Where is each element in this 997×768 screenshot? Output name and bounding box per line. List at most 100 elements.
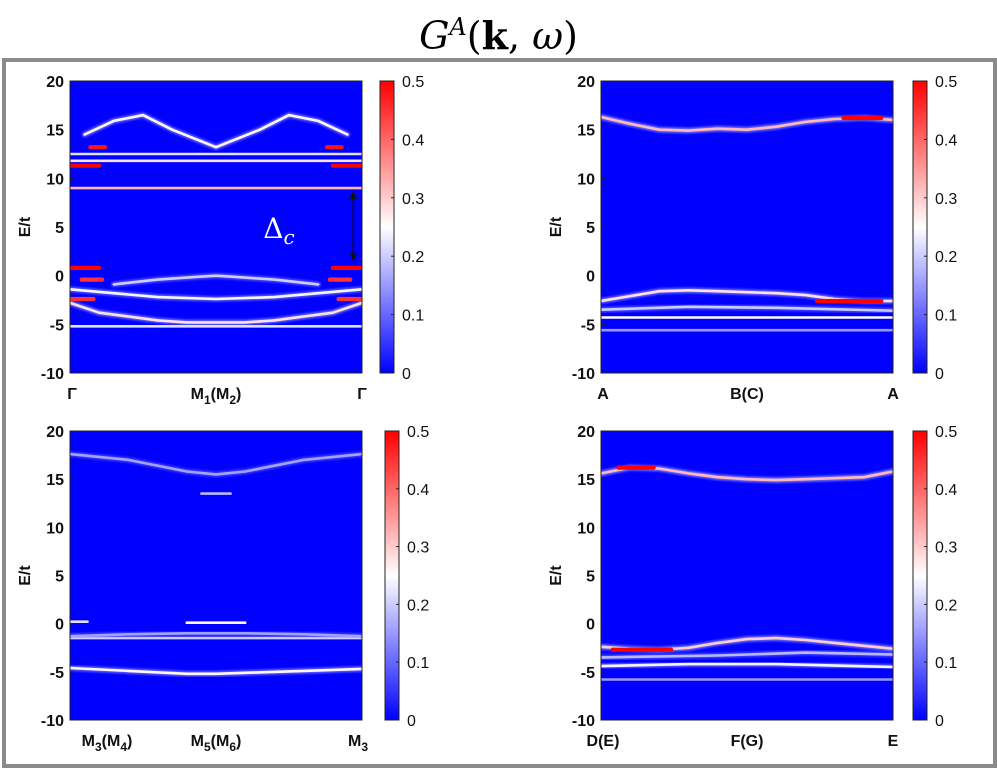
colorbar-tick-label: 0.5 xyxy=(935,424,957,441)
colorbar-tick-label: 0.4 xyxy=(935,482,957,499)
colorbar xyxy=(385,431,399,720)
x-tick-label-2: E xyxy=(888,733,899,750)
x-tick-label-2: Γ xyxy=(357,386,367,403)
y-tick-label: 15 xyxy=(577,472,595,489)
y-tick-label: -5 xyxy=(581,665,595,682)
colorbar-tick-label: 0.5 xyxy=(407,424,429,441)
title-G: G xyxy=(419,13,450,58)
colorbar-tick-label: 0.4 xyxy=(402,132,424,149)
gap-label: Δc xyxy=(263,212,294,249)
y-axis-label: E/t xyxy=(17,216,34,237)
colorbar-tick-label: 0.2 xyxy=(935,597,957,614)
x-tick-label-0: M3(M4) xyxy=(82,733,133,754)
colorbar-tick-label: 0 xyxy=(407,713,416,730)
y-tick-label: 15 xyxy=(46,472,64,489)
y-tick-label: 15 xyxy=(577,123,595,140)
panel-m3-m5-m3: -10 -5 0 5 10 15 20 E/t M3(M4) M5(M6) M3 0 0.1 0.2 0.3… xyxy=(17,424,429,754)
y-axis-label: E/t xyxy=(548,216,565,237)
gap-arrow-head-bottom xyxy=(349,253,358,262)
y-tick-label: 5 xyxy=(586,569,595,586)
colorbar-tick-label: 0.4 xyxy=(935,132,957,149)
colorbar-frame xyxy=(912,430,928,721)
colorbar-tick-label: 0.2 xyxy=(935,249,957,266)
y-tick-label: -10 xyxy=(41,366,64,383)
colorbar-tick-label: 0.5 xyxy=(402,74,424,91)
heatmap-background xyxy=(70,81,362,373)
colorbar-tick-label: 0.1 xyxy=(402,308,424,325)
band-4 xyxy=(601,662,893,669)
colorbar-tick-label: 0.2 xyxy=(402,249,424,266)
y-tick-label: 0 xyxy=(586,617,595,634)
y-tick-label: 10 xyxy=(46,171,64,188)
y-tick-label: 0 xyxy=(55,617,64,634)
y-tick-label: 0 xyxy=(55,269,64,286)
colorbar-tick-label: 0.2 xyxy=(407,597,429,614)
colorbar-tick-label: 0.3 xyxy=(402,191,424,208)
y-tick-label: 20 xyxy=(577,424,595,441)
x-tick-label-1: F(G) xyxy=(731,733,764,750)
colorbar-tick-label: 0 xyxy=(935,713,944,730)
colorbar-frame xyxy=(912,80,928,374)
y-tick-label: 20 xyxy=(46,424,64,441)
colorbar-frame xyxy=(384,430,400,721)
x-tick-label-1: M5(M6) xyxy=(191,733,242,754)
heatmap-background xyxy=(601,431,893,720)
colorbar-tick-label: 0.5 xyxy=(935,74,957,91)
band-0 xyxy=(70,301,362,324)
panel-a-b-a: -10 -5 0 5 10 15 20 E/t A B(C) A 0 0.1 0.2 0.3 0.4 0.5 xyxy=(548,74,957,403)
y-tick-label: -5 xyxy=(50,665,64,682)
band-5 xyxy=(601,651,893,659)
colorbar-tick-label: 0.1 xyxy=(935,655,957,672)
title-superscript: A xyxy=(449,13,467,41)
colorbar-tick-label: 0 xyxy=(402,366,411,383)
y-tick-label: 0 xyxy=(586,269,595,286)
title-args: (k, ω) xyxy=(466,12,578,58)
y-tick-label: 5 xyxy=(55,220,64,237)
y-axis-label: E/t xyxy=(548,565,565,586)
x-tick-label-2: A xyxy=(887,386,899,403)
y-tick-label: 5 xyxy=(586,220,595,237)
colorbar-tick-label: 0.1 xyxy=(407,655,429,672)
band-5 xyxy=(601,305,893,313)
x-tick-label-0: A xyxy=(597,386,609,403)
colorbar-frame xyxy=(379,80,395,374)
y-tick-label: 10 xyxy=(46,520,64,537)
y-tick-label: 5 xyxy=(55,569,64,586)
colorbar-tick-label: 0.4 xyxy=(407,482,429,499)
band-0 xyxy=(70,666,362,676)
colorbar-tick-label: 0.3 xyxy=(407,540,429,557)
x-tick-label-0: Γ xyxy=(67,386,77,403)
gap-arrow-head-top xyxy=(349,190,358,199)
y-tick-label: -5 xyxy=(581,317,595,334)
x-tick-label-2: M3 xyxy=(348,733,368,754)
figure-title: GA(k, ω) xyxy=(0,2,997,58)
colorbar-tick-label: 0.3 xyxy=(935,540,957,557)
x-tick-label-1: B(C) xyxy=(730,386,764,403)
y-tick-label: -10 xyxy=(572,713,595,730)
y-tick-label: 20 xyxy=(46,74,64,91)
colorbar xyxy=(913,81,927,373)
band-1 xyxy=(70,287,362,301)
y-tick-label: 10 xyxy=(577,171,595,188)
panel-gamma-m1-gamma: Δc -10 -5 0 5 10 15 20 E/t Γ M1(M2) Γ 0 0.1 0.2 0.3 0.4 0… xyxy=(17,74,424,407)
panel-d-f-e: -10 -5 0 5 10 15 20 E/t D(E) F(G) E 0 0.1 0.2 0.3 0.4 0.… xyxy=(548,424,957,750)
colorbar xyxy=(913,431,927,720)
y-tick-label: -10 xyxy=(41,713,64,730)
colorbar-tick-label: 0.1 xyxy=(935,308,957,325)
y-tick-label: 10 xyxy=(577,520,595,537)
y-tick-label: 20 xyxy=(577,74,595,91)
band-6 xyxy=(83,113,349,149)
y-tick-label: -5 xyxy=(50,317,64,334)
x-tick-label-0: D(E) xyxy=(587,733,620,750)
y-tick-label: -10 xyxy=(572,366,595,383)
colorbar xyxy=(380,81,394,373)
colorbar-tick-label: 0.3 xyxy=(935,191,957,208)
band-2 xyxy=(70,631,362,638)
colorbar-tick-label: 0 xyxy=(935,366,944,383)
x-tick-label-1: M1(M2) xyxy=(191,386,242,407)
y-axis-label: E/t xyxy=(17,565,34,586)
band-7 xyxy=(112,274,320,286)
band-5 xyxy=(70,452,362,476)
y-tick-label: 15 xyxy=(46,123,64,140)
